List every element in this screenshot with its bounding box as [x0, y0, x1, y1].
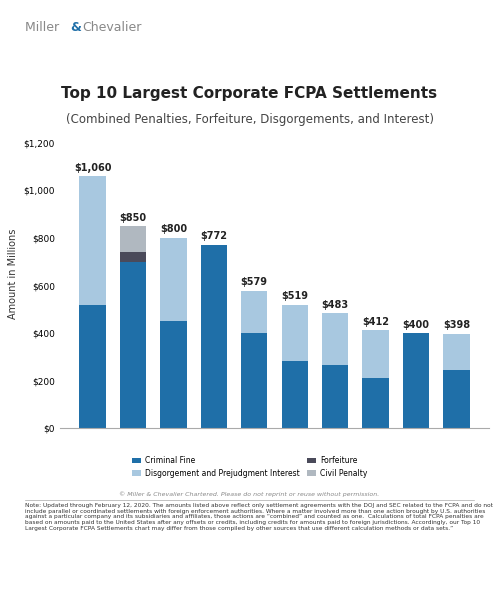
Bar — [443, 370, 470, 428]
Text: Top 10 Largest Corporate FCPA Settlements: Top 10 Largest Corporate FCPA Settlement… — [61, 86, 438, 101]
Y-axis label: Amount in Millions: Amount in Millions — [8, 228, 18, 319]
Text: $412: $412 — [362, 317, 389, 327]
Text: © Miller & Chevalier Chartered. Please do not reprint or reuse without permissio: © Miller & Chevalier Chartered. Please d… — [119, 491, 380, 496]
Text: Note: Updated through February 12, 2020. The amounts listed above reflect only s: Note: Updated through February 12, 2020.… — [25, 503, 493, 531]
Bar — [120, 252, 146, 262]
Bar — [362, 330, 389, 378]
Bar — [322, 314, 348, 365]
Text: $579: $579 — [241, 277, 268, 287]
Bar — [241, 333, 267, 428]
Text: (Combined Penalties, Forfeiture, Disgorgements, and Interest): (Combined Penalties, Forfeiture, Disgorg… — [65, 113, 434, 126]
Bar — [281, 305, 308, 361]
Bar — [120, 226, 146, 252]
Legend: Criminal Fine, Disgorgement and Prejudgment Interest, Forfeiture, Civil Penalty: Criminal Fine, Disgorgement and Prejudgm… — [129, 453, 370, 481]
Bar — [362, 378, 389, 428]
Text: $483: $483 — [321, 300, 349, 310]
Bar — [322, 365, 348, 428]
Text: $772: $772 — [200, 231, 228, 241]
Text: $519: $519 — [281, 292, 308, 301]
Bar — [443, 334, 470, 370]
Text: &: & — [70, 21, 81, 34]
Bar — [403, 333, 429, 428]
Text: $400: $400 — [403, 320, 430, 330]
Bar — [160, 238, 187, 321]
Text: $800: $800 — [160, 224, 187, 234]
Text: $398: $398 — [443, 320, 470, 330]
Text: Chevalier: Chevalier — [82, 21, 142, 34]
Bar — [79, 176, 106, 305]
Bar — [241, 290, 267, 333]
Bar — [281, 361, 308, 428]
Bar — [120, 262, 146, 428]
Text: $850: $850 — [119, 212, 147, 223]
Bar — [201, 245, 227, 428]
Text: Miller: Miller — [25, 21, 63, 34]
Text: $1,060: $1,060 — [74, 162, 111, 173]
Bar — [79, 305, 106, 428]
Bar — [160, 321, 187, 428]
